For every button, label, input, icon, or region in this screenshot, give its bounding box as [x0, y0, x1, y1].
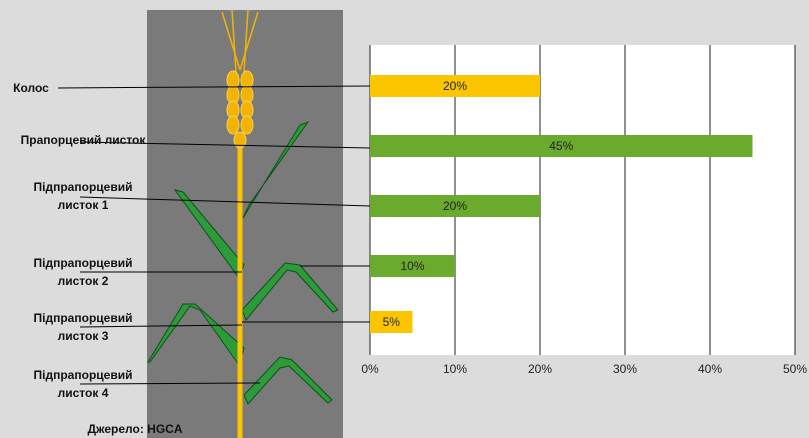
x-tick-label: 30%	[613, 362, 637, 376]
bar	[370, 311, 413, 333]
x-tick-label: 0%	[361, 362, 379, 376]
category-label: Підпрапорцевий листок 3	[33, 311, 133, 343]
value-label: 45%	[549, 139, 573, 153]
leader-lines	[57, 85, 371, 385]
category-label: Підпрапорцевий листок 1	[33, 180, 133, 212]
x-tick-label: 10%	[443, 362, 467, 376]
value-label: 5%	[383, 315, 401, 329]
x-tick-label: 50%	[783, 362, 807, 376]
category-label: Колос	[13, 81, 49, 95]
plant	[147, 120, 339, 405]
x-tick-label: 40%	[698, 362, 722, 376]
bar	[370, 195, 540, 217]
bar	[370, 135, 753, 157]
category-label: Підпрапорцевий листок 2	[33, 256, 133, 288]
annotation: Підпрапорцевий листок 4	[33, 368, 133, 400]
source: Джерело: HGCA	[87, 422, 183, 436]
bar	[370, 255, 455, 277]
value-label: 20%	[443, 79, 467, 93]
ear	[221, 9, 259, 149]
value-label: 20%	[443, 199, 467, 213]
category-label: Прапорцевий листок	[20, 133, 146, 147]
bar	[370, 75, 540, 97]
value-label: 10%	[400, 259, 424, 273]
x-tick-label: 20%	[528, 362, 552, 376]
